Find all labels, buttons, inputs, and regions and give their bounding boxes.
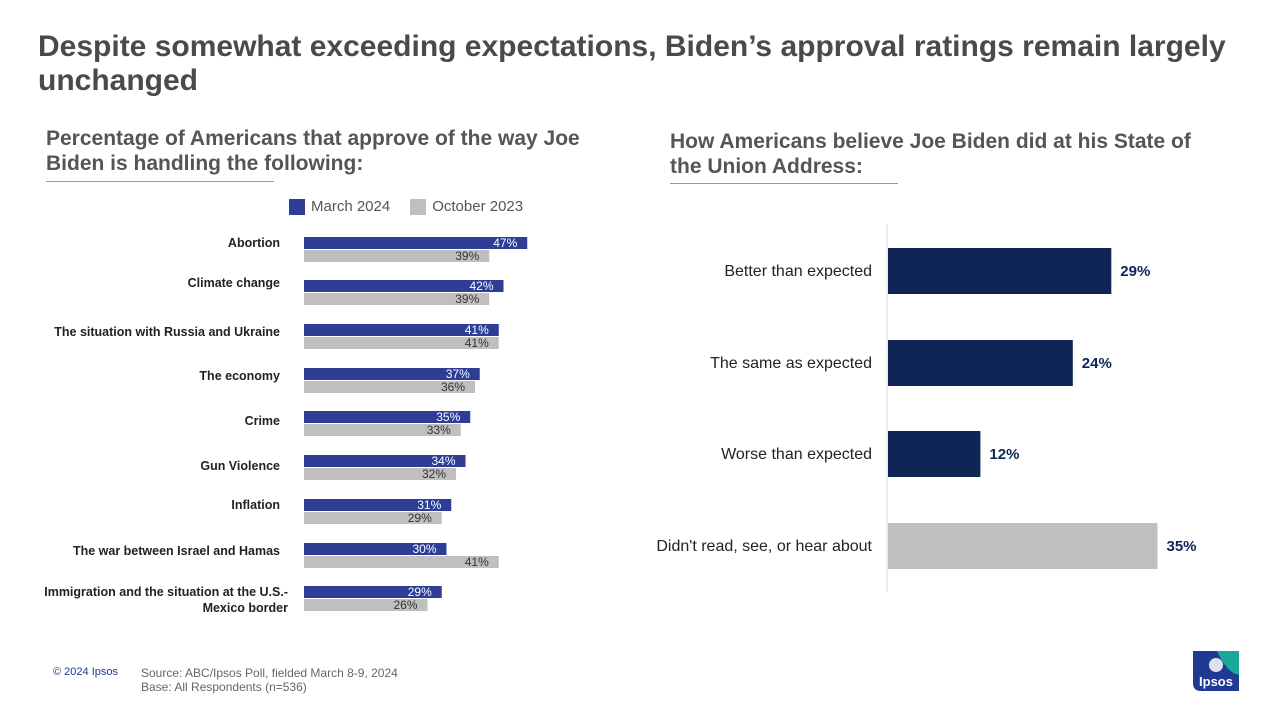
data-label-october: 32%	[422, 467, 446, 481]
category-label: Worse than expected	[721, 446, 872, 463]
data-label-march: 29%	[408, 585, 432, 599]
copyright: © 2024 Ipsos	[53, 666, 118, 678]
right-title-rule	[670, 183, 898, 184]
category-label: The situation with Russia and Ukraine	[54, 325, 280, 339]
legend-swatch-march	[289, 198, 305, 215]
category-label: Didn't read, see, or hear about	[656, 538, 872, 555]
left-chart-title: Percentage of Americans that approve of …	[46, 127, 580, 175]
legend: March 2024 October 2023	[289, 198, 533, 215]
category-label: Climate change	[188, 276, 280, 290]
data-label-march: 37%	[446, 367, 470, 381]
bar-march-2024	[304, 280, 504, 292]
bar-october-2023	[304, 556, 499, 568]
bar-october-2023	[304, 293, 490, 305]
bar-march-2024	[304, 237, 528, 249]
bar-october-2023	[304, 381, 475, 393]
source-note: Source: ABC/Ipsos Poll, fielded March 8-…	[141, 666, 398, 694]
legend-item-october: October 2023	[410, 198, 523, 215]
source-line: Source: ABC/Ipsos Poll, fielded March 8-…	[141, 666, 398, 680]
data-label-october: 36%	[441, 380, 465, 394]
data-label-october: 39%	[455, 249, 479, 263]
data-label-october: 39%	[455, 292, 479, 306]
data-label-march: 42%	[469, 279, 493, 293]
bar-march-2024	[304, 368, 480, 380]
data-label-march: 34%	[431, 454, 455, 468]
legend-swatch-october	[410, 198, 427, 215]
base-line: Base: All Respondents (n=536)	[141, 680, 307, 694]
category-label: Crime	[245, 414, 280, 428]
category-label-line: Mexico border	[203, 601, 289, 615]
data-label-march: 31%	[417, 498, 441, 512]
category-label: The same as expected	[710, 355, 872, 372]
legend-item-march: March 2024	[289, 198, 390, 215]
category-label: Gun Violence	[200, 459, 280, 473]
data-label: 12%	[989, 446, 1019, 463]
data-label-october: 41%	[465, 336, 489, 350]
bar-march-2024	[304, 586, 442, 598]
bar-march-2024	[304, 499, 452, 511]
ipsos-logo: Ipsos	[1193, 651, 1239, 691]
category-label: Abortion	[228, 236, 280, 250]
bar-sotu-rating	[888, 523, 1158, 569]
data-label-october: 33%	[427, 423, 451, 437]
data-label-october: 26%	[393, 598, 417, 612]
page-title: Despite somewhat exceeding expectations,…	[38, 30, 1226, 97]
legend-label-march: March 2024	[311, 198, 391, 215]
category-label: The war between Israel and Hamas	[73, 544, 280, 558]
data-label-march: 41%	[465, 323, 489, 337]
ipsos-logo-icon: Ipsos	[1193, 651, 1239, 691]
bar-march-2024	[304, 543, 447, 555]
category-label: Better than expected	[724, 263, 872, 280]
left-title-rule	[46, 181, 274, 182]
category-label: Inflation	[231, 498, 280, 512]
bar-sotu-rating	[888, 248, 1112, 294]
bar-october-2023	[304, 337, 499, 349]
data-label-march: 30%	[412, 542, 436, 556]
bar-sotu-rating	[888, 340, 1073, 386]
category-label: Immigration and the situation at the U.S…	[44, 585, 288, 615]
legend-label-october: October 2023	[432, 198, 524, 215]
data-label-march: 47%	[493, 236, 517, 250]
category-label-line: Immigration and the situation at the U.S…	[44, 585, 288, 599]
category-label: The economy	[199, 369, 280, 383]
data-label-october: 29%	[408, 511, 432, 525]
data-label: 35%	[1167, 538, 1197, 555]
data-label-march: 35%	[436, 410, 460, 424]
bar-march-2024	[304, 324, 499, 336]
data-label: 29%	[1120, 263, 1150, 280]
bar-sotu-rating	[888, 431, 981, 477]
bar-october-2023	[304, 599, 428, 611]
bar-october-2023	[304, 512, 442, 524]
data-label-october: 41%	[465, 555, 489, 569]
bar-march-2024	[304, 455, 466, 467]
bar-october-2023	[304, 424, 461, 436]
logo-wordmark: Ipsos	[1199, 674, 1233, 689]
bar-october-2023	[304, 250, 490, 262]
bar-march-2024	[304, 411, 471, 423]
data-label: 24%	[1082, 355, 1112, 372]
bar-october-2023	[304, 468, 456, 480]
right-chart-title: How Americans believe Joe Biden did at h…	[670, 130, 1191, 178]
